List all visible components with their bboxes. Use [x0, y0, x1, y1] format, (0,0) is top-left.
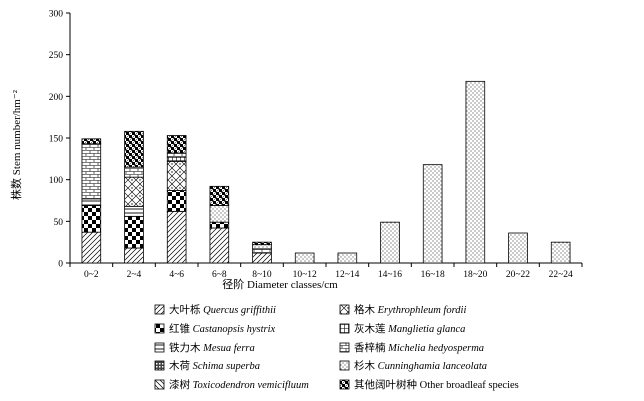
- y-tick-label: 300: [49, 10, 64, 20]
- x-tick-label: 14~16: [378, 270, 402, 280]
- tick-labels: 0 50 100 150 200 250 300 0~2 2~4 4~6 6~8 8~10 10~12 1…: [49, 10, 573, 281]
- x-tick-label: 10~12: [293, 270, 317, 280]
- x-tick-label: 4~6: [169, 270, 184, 280]
- bar-segment: [508, 232, 528, 264]
- legend-label: 香梓楠 Michelia hedyosperma: [354, 341, 484, 354]
- y-tick-label: 200: [49, 93, 64, 103]
- bar-segment: [550, 241, 571, 264]
- bar-segment: [81, 143, 102, 200]
- bar-segment: [166, 160, 187, 191]
- legend-label: 漆树 Toxicodendron vemicifluum: [169, 378, 309, 391]
- bar-segment: [422, 164, 443, 264]
- x-tick-label: 18~20: [463, 270, 487, 280]
- legend-swatch: [154, 304, 165, 315]
- bar-segment: [166, 156, 187, 162]
- bar-segment: [81, 198, 102, 206]
- legend-label: 木荷 Schima superba: [169, 360, 260, 372]
- bar-segment: [465, 80, 486, 264]
- bar-segment: [124, 176, 144, 207]
- legend-label: 杉木 Cunninghamia lanceolata: [354, 359, 487, 372]
- y-tick-label: 50: [54, 218, 64, 228]
- x-tick-label: 8~10: [252, 270, 272, 280]
- bar-segment: [252, 241, 272, 246]
- legend-label: 铁力木 Mesua ferra: [169, 341, 255, 354]
- legend-swatch: [339, 342, 350, 353]
- x-tick-label: 12~14: [335, 270, 359, 280]
- bar-segment: [209, 227, 230, 264]
- legend-swatch: [154, 379, 165, 390]
- bar-segment: [380, 221, 400, 264]
- x-tick-label: 0~2: [84, 270, 99, 280]
- bar-segment: [124, 247, 144, 264]
- y-tick-label: 150: [49, 135, 64, 145]
- x-tick-label: 16~18: [421, 270, 445, 280]
- bar-segment: [166, 210, 187, 264]
- bar-segment: [252, 252, 272, 264]
- legend-swatch: [154, 342, 165, 353]
- bar-segment: [252, 248, 272, 254]
- legend-swatch: [339, 304, 350, 315]
- legend-label: 格木 Erythrophleum fordii: [354, 303, 466, 316]
- x-tick-label: 22~24: [549, 270, 573, 280]
- bar-segment: [124, 130, 144, 168]
- bar-segment: [209, 221, 230, 229]
- legend-swatch: [154, 360, 165, 371]
- bar-segment: [252, 244, 272, 250]
- bar-segment: [166, 135, 187, 154]
- bar-segment: [294, 252, 315, 264]
- bar-segment: [81, 205, 102, 233]
- bar-segment: [124, 166, 144, 178]
- x-axis-title: 径阶 Diameter classes/cm: [222, 277, 338, 291]
- bars: [81, 80, 571, 264]
- y-tick-label: 250: [49, 51, 64, 61]
- bar-segment: [81, 231, 102, 264]
- legend-label: 灰木莲 Manglietia glanca: [354, 322, 465, 335]
- bar-segment: [166, 152, 187, 158]
- legend-swatch: [154, 323, 165, 334]
- legend-label: 大叶栎 Quercus griffithii: [169, 303, 276, 316]
- x-tick-label: 6~8: [212, 270, 227, 280]
- x-tick-label: 2~4: [127, 270, 142, 280]
- bar-segment: [209, 205, 230, 223]
- axes: [66, 12, 583, 267]
- bar-segment: [166, 190, 187, 212]
- x-tick-label: 20~22: [506, 270, 530, 280]
- legend-swatch: [339, 379, 350, 390]
- bar-segment: [209, 185, 230, 206]
- legend-label: 其他阔叶树种 Other broadleaf species: [354, 378, 519, 391]
- legend: 大叶栎 Quercus griffithii 红锥 Castanopsis hys…: [154, 303, 519, 391]
- bar-segment: [81, 138, 102, 145]
- legend-swatch: [339, 360, 350, 371]
- bar-segment: [337, 252, 358, 264]
- y-tick-label: 100: [49, 176, 64, 186]
- bar-segment: [124, 205, 144, 217]
- legend-label: 红锥 Castanopsis hystrix: [169, 322, 276, 335]
- y-axis-title: 株数 Stem number/hm⁻²: [9, 89, 23, 200]
- legend-swatch: [339, 323, 350, 334]
- bar-segment: [124, 215, 144, 249]
- y-tick-label: 0: [58, 260, 63, 270]
